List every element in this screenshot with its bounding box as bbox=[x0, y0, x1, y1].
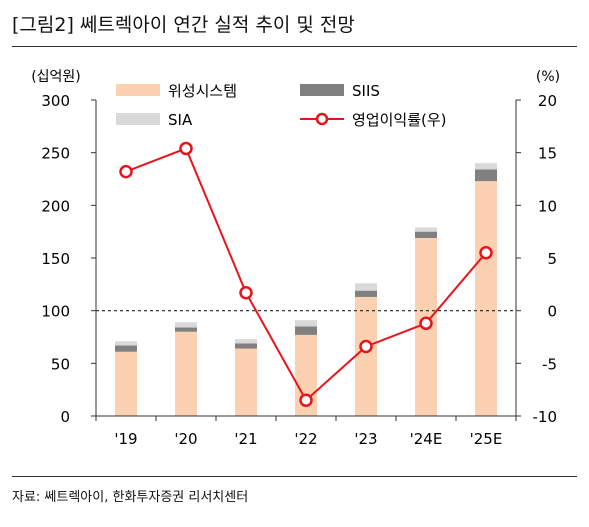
bar-series-4 bbox=[355, 296, 377, 416]
top-rule bbox=[12, 46, 577, 47]
bar-series-2 bbox=[235, 348, 257, 416]
y-right-tick-label: 5 bbox=[547, 250, 557, 268]
x-tick-label: '21 bbox=[234, 430, 257, 448]
y-right-tick-label: 0 bbox=[547, 303, 557, 321]
bar-sia-6 bbox=[475, 163, 497, 170]
annual-performance-chart: (십억원) (%) 0 50 100 150 200 250 300 -10 -5 0 5 10 15 2… bbox=[31, 69, 560, 448]
legend-swatch-0 bbox=[116, 84, 160, 96]
y-right-tick-label: 10 bbox=[538, 197, 557, 215]
margin-point-3 bbox=[299, 393, 313, 407]
bars-group bbox=[115, 163, 497, 416]
bar-siis-6 bbox=[475, 169, 497, 182]
axes-group: 0 50 100 150 200 250 300 -10 -5 0 5 10 15 20 '19 '20 '21… bbox=[41, 92, 557, 448]
bar-series-1 bbox=[175, 331, 197, 416]
legend-swatch-1 bbox=[300, 84, 344, 96]
x-tick-label: '19 bbox=[114, 430, 137, 448]
y-right-tick-label: 20 bbox=[538, 92, 557, 110]
legend-label-1: SIIS bbox=[352, 82, 380, 100]
y-left-unit-label: (십억원) bbox=[31, 69, 81, 85]
margin-point-0 bbox=[119, 164, 133, 179]
legend-label-3: 영업이익률(우) bbox=[352, 111, 447, 129]
margin-point-2 bbox=[239, 286, 253, 300]
bar-sia-2 bbox=[235, 339, 257, 344]
figure-title: [그림2] 쎄트렉아이 연간 실적 추이 및 전망 bbox=[12, 14, 355, 36]
y-right-tick-label: -5 bbox=[542, 355, 557, 373]
bar-sia-0 bbox=[115, 341, 137, 346]
margin-point-5 bbox=[419, 316, 433, 331]
y-left-tick-label: 250 bbox=[41, 145, 70, 163]
legend-marker bbox=[315, 112, 329, 126]
margin-point-1 bbox=[179, 141, 193, 156]
bar-sia-5 bbox=[415, 227, 437, 232]
bar-series-0 bbox=[115, 351, 137, 416]
y-left-tick-label: 200 bbox=[41, 197, 70, 215]
x-tick-label: '24E bbox=[410, 430, 443, 448]
bar-sia-3 bbox=[295, 320, 317, 327]
y-left-tick-label: 0 bbox=[60, 408, 70, 426]
bar-siis-1 bbox=[175, 327, 197, 332]
bar-siis-5 bbox=[415, 231, 437, 238]
margin-point-4 bbox=[359, 339, 373, 354]
legend-label-2: SIA bbox=[168, 111, 193, 129]
y-left-tick-label: 100 bbox=[41, 303, 70, 321]
bar-siis-2 bbox=[235, 343, 257, 349]
bar-siis-4 bbox=[355, 290, 377, 297]
bar-siis-3 bbox=[295, 326, 317, 335]
bar-siis-0 bbox=[115, 345, 137, 352]
margin-line-group bbox=[119, 141, 493, 407]
y-left-tick-label: 150 bbox=[41, 250, 70, 268]
y-left-tick-label: 300 bbox=[41, 92, 70, 110]
bottom-rule bbox=[12, 476, 577, 477]
bar-series-6 bbox=[475, 181, 497, 416]
bar-sia-4 bbox=[355, 283, 377, 291]
x-tick-label: '23 bbox=[354, 430, 377, 448]
source-note: 자료: 쎄트렉아이, 한화투자증권 리서치센터 bbox=[12, 490, 249, 505]
y-right-tick-label: 15 bbox=[538, 145, 557, 163]
x-tick-label: '22 bbox=[294, 430, 317, 448]
bar-sia-1 bbox=[175, 322, 197, 328]
y-right-unit-label: (%) bbox=[536, 69, 560, 85]
y-left-tick-label: 50 bbox=[51, 355, 70, 373]
margin-point-6 bbox=[479, 245, 493, 260]
legend: 위성시스템 SIIS SIA 영업이익률(우) bbox=[116, 82, 447, 129]
legend-label-0: 위성시스템 bbox=[168, 82, 237, 100]
x-tick-label: '20 bbox=[174, 430, 197, 448]
legend-swatch-2 bbox=[116, 113, 160, 125]
y-right-tick-label: -10 bbox=[533, 408, 558, 426]
x-tick-label: '25E bbox=[470, 430, 503, 448]
